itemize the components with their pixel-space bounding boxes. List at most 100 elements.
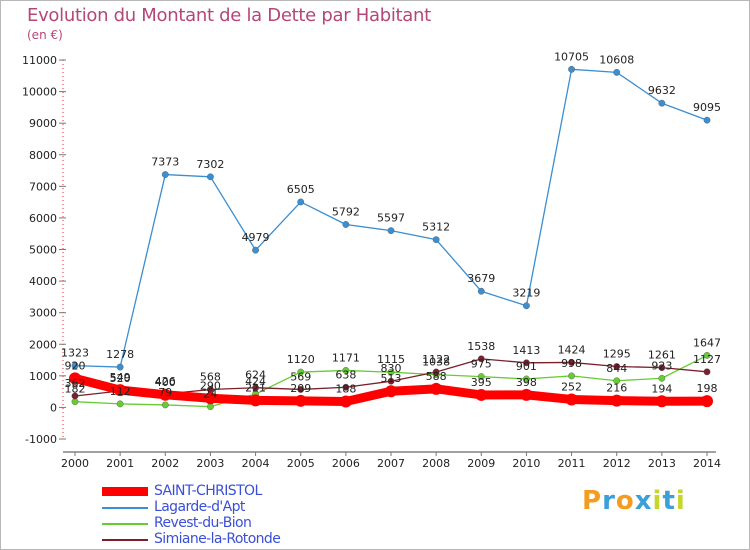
data-label: 1127 — [693, 353, 721, 366]
data-point — [342, 383, 350, 391]
data-label: 24 — [203, 388, 217, 401]
data-point — [207, 173, 214, 181]
data-label: 424 — [245, 375, 266, 388]
x-tick-label: 2005 — [287, 457, 315, 470]
legend-label: Lagarde-d'Apt — [154, 499, 245, 515]
data-point — [71, 392, 79, 400]
y-tick-label: 10000 — [22, 86, 57, 99]
legend-label: Revest-du-Bion — [154, 515, 252, 531]
legend-label: SAINT-CHRISTOL — [154, 483, 262, 499]
data-label: 1295 — [603, 348, 631, 361]
x-tick-label: 2011 — [558, 457, 586, 470]
data-label: 9095 — [693, 101, 721, 114]
legend-swatch — [102, 539, 148, 541]
data-point — [613, 363, 621, 370]
x-tick-label: 2013 — [648, 457, 676, 470]
data-point — [339, 395, 352, 408]
x-tick-label: 2007 — [377, 457, 405, 470]
y-tick-label: 9000 — [29, 117, 57, 130]
data-point — [342, 367, 350, 374]
data-label: 520 — [110, 372, 131, 385]
x-tick-label: 2006 — [332, 457, 360, 470]
data-label: 5792 — [332, 205, 360, 218]
data-label: 252 — [561, 380, 582, 393]
data-label: 513 — [381, 372, 402, 385]
data-label: 216 — [606, 382, 627, 395]
data-point — [387, 227, 395, 235]
logo-letter: o — [615, 486, 635, 516]
data-label: 975 — [471, 358, 492, 371]
data-point — [297, 368, 305, 376]
data-label: 5312 — [422, 221, 450, 234]
data-point — [161, 401, 169, 409]
data-label: 400 — [155, 376, 176, 389]
data-label: 6505 — [287, 183, 315, 196]
data-point — [658, 374, 666, 382]
series-points — [69, 65, 713, 411]
data-label: 923 — [651, 359, 672, 372]
data-label: 9632 — [648, 84, 676, 97]
logo-letter: i — [652, 486, 663, 516]
data-point — [610, 394, 623, 407]
data-point — [159, 388, 172, 401]
y-tick-label: 1000 — [29, 370, 57, 383]
y-tick-label: 8000 — [29, 149, 57, 162]
data-point — [387, 368, 395, 376]
data-point — [116, 363, 124, 371]
data-point — [613, 68, 621, 76]
data-label: 395 — [471, 376, 492, 389]
data-point — [523, 359, 530, 367]
data-point — [432, 236, 440, 244]
logo-letter: t — [662, 486, 676, 516]
data-point — [568, 372, 575, 380]
x-tick-label: 2004 — [242, 457, 270, 470]
data-point — [207, 403, 214, 411]
data-point — [204, 392, 217, 405]
data-label: 398 — [516, 376, 537, 389]
data-point — [69, 372, 81, 385]
legend-label: Simiane-la-Rotonde — [154, 531, 281, 547]
data-label: 188 — [335, 382, 356, 395]
data-point — [161, 171, 169, 178]
logo-letter: i — [675, 486, 686, 516]
data-label: 549 — [110, 371, 131, 384]
y-tick-label: 11000 — [22, 54, 57, 67]
data-point — [703, 368, 711, 376]
data-label: 569 — [290, 370, 311, 383]
data-point — [568, 65, 575, 73]
data-point — [658, 99, 666, 107]
axes — [62, 60, 716, 453]
data-label: 844 — [606, 362, 627, 375]
legend-swatch — [102, 487, 148, 496]
data-label: 1278 — [106, 348, 134, 361]
x-tick-label: 2001 — [106, 457, 134, 470]
data-label: 5597 — [377, 212, 405, 225]
data-point — [342, 221, 350, 228]
data-point — [701, 395, 713, 408]
data-point — [475, 388, 488, 401]
data-point — [432, 368, 440, 376]
data-label: 4979 — [242, 231, 270, 244]
data-point — [252, 384, 259, 392]
data-point — [613, 377, 621, 385]
data-point — [477, 373, 485, 381]
data-point — [297, 198, 305, 206]
x-tick-label: 2010 — [512, 457, 540, 470]
data-label: 221 — [245, 381, 266, 394]
y-tick-label: 4000 — [29, 275, 57, 288]
data-label: 7302 — [196, 158, 224, 171]
x-tick-label: 2014 — [693, 457, 721, 470]
data-point — [523, 375, 530, 383]
legend-swatch — [102, 507, 148, 509]
data-label: 3219 — [512, 287, 540, 300]
data-label: 901 — [516, 360, 537, 373]
data-point — [249, 394, 262, 407]
data-point — [523, 302, 530, 310]
y-tick-label: 7000 — [29, 180, 57, 193]
data-label: 10705 — [554, 50, 589, 63]
x-tick-label: 2003 — [196, 457, 224, 470]
data-label: 1323 — [61, 347, 89, 360]
logo-letter: P — [582, 486, 603, 516]
data-label: 209 — [290, 382, 311, 395]
